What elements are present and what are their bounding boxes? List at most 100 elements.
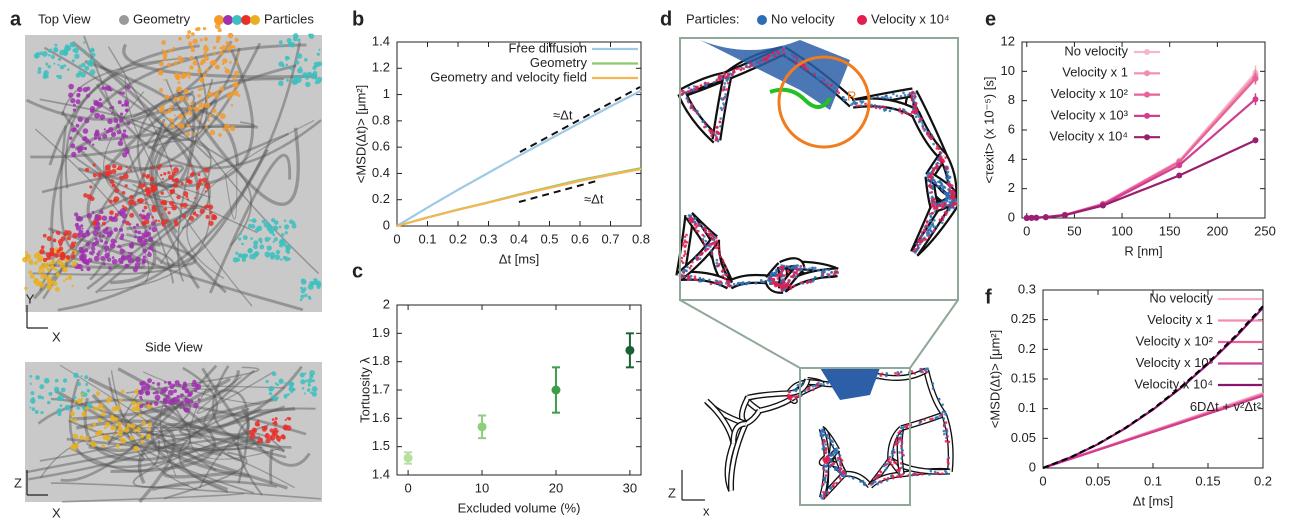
particle [297, 38, 300, 41]
particle [923, 229, 926, 232]
x-tick-label: 30 [623, 480, 637, 495]
particle [283, 424, 289, 430]
particle [900, 433, 903, 436]
series-line [397, 91, 641, 226]
particle [900, 427, 903, 430]
particle [137, 231, 141, 235]
particle [117, 246, 119, 248]
particle [900, 95, 903, 98]
particle [719, 255, 722, 258]
particle [836, 89, 839, 92]
particle [143, 256, 146, 259]
particle [836, 450, 839, 453]
particle [79, 435, 84, 440]
particle [840, 464, 843, 467]
particle [126, 264, 129, 267]
particle [687, 99, 690, 102]
particle [172, 127, 174, 129]
particle [118, 448, 120, 450]
particle [80, 375, 82, 377]
particle [180, 401, 182, 403]
particle [707, 82, 710, 85]
particle [283, 256, 287, 260]
x-tick-label: 250 [1254, 223, 1276, 238]
particle [921, 231, 924, 234]
particle [151, 167, 154, 170]
particle [824, 481, 827, 484]
particle [937, 472, 940, 475]
legend-label: Velocity x 1 [1147, 312, 1213, 327]
particle [167, 109, 172, 114]
particle [32, 401, 35, 404]
particle [81, 227, 83, 229]
particle [222, 58, 227, 63]
particle [887, 477, 890, 480]
particle [148, 245, 153, 250]
particle [90, 110, 93, 113]
particle [60, 65, 64, 69]
particle [147, 232, 151, 236]
particle [900, 457, 903, 460]
particle [735, 68, 738, 71]
point [1033, 215, 1039, 221]
particle [304, 58, 308, 62]
point [1176, 172, 1182, 178]
particle [136, 427, 140, 431]
particle [170, 190, 174, 194]
particle [131, 401, 136, 406]
particle [98, 405, 101, 408]
particle [683, 254, 686, 257]
particle [52, 262, 55, 265]
particle [886, 467, 889, 470]
particle [285, 56, 289, 60]
particle [272, 418, 275, 421]
particle [939, 180, 942, 183]
particle [897, 475, 900, 478]
particle [93, 163, 96, 166]
particle [885, 375, 888, 378]
particle [828, 273, 831, 276]
particle [64, 46, 69, 51]
particle [923, 418, 926, 421]
particle [128, 260, 132, 264]
particle [63, 280, 65, 282]
particle [830, 440, 833, 443]
particle [93, 173, 97, 177]
particle [189, 399, 193, 403]
particle [941, 216, 944, 219]
particle [173, 389, 177, 393]
particle [704, 231, 707, 234]
particle [147, 434, 151, 438]
particle [267, 245, 272, 250]
particle [281, 45, 283, 47]
particle [151, 216, 153, 218]
y-tick-label: 1.4 [372, 33, 390, 48]
particle [45, 277, 48, 280]
particle [69, 136, 72, 139]
particle [94, 137, 97, 140]
particle [948, 440, 951, 443]
particle [91, 53, 95, 57]
particle [170, 105, 173, 108]
particle [864, 102, 867, 105]
particle [77, 87, 82, 92]
particle [719, 125, 722, 128]
particle [691, 261, 694, 264]
legend-dot [232, 15, 242, 25]
particle [252, 218, 257, 223]
particle [106, 397, 112, 403]
y-tick-label: 0.05 [1011, 430, 1036, 445]
y-tick-label: 2 [383, 296, 390, 311]
particle [119, 176, 123, 180]
particle [914, 372, 917, 375]
legend-dot [757, 15, 767, 25]
particle [194, 132, 197, 135]
particle [265, 380, 268, 383]
particle [719, 284, 722, 287]
particle [819, 383, 822, 386]
particle [196, 214, 199, 217]
particle [892, 448, 895, 451]
particle [29, 261, 33, 265]
particle [943, 433, 946, 436]
particle [889, 461, 892, 464]
